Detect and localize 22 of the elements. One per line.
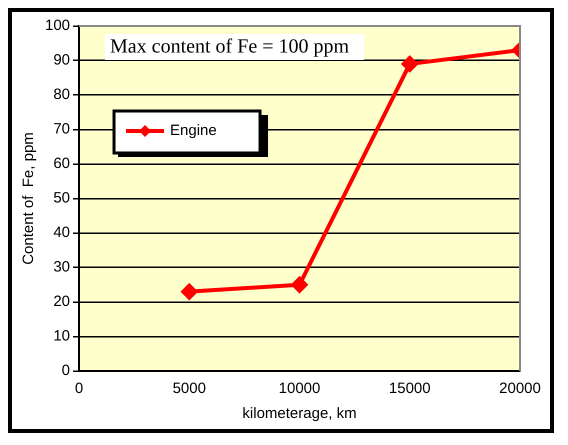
y-axis-title: Content of Fe, ppm <box>20 132 38 265</box>
x-tick-label: 10000 <box>278 380 320 398</box>
x-tick-label: 5000 <box>172 380 206 398</box>
y-tick-label: 100 <box>44 17 70 34</box>
point <box>181 284 198 300</box>
y-tick-label: 40 <box>53 224 70 242</box>
x-axis-title: kilometerage, km <box>242 405 357 422</box>
y-tick-label: 70 <box>53 120 70 138</box>
y-tick-label: 60 <box>53 155 70 172</box>
y-tick-label: 20 <box>53 293 70 310</box>
x-tick-label: 15000 <box>388 380 431 398</box>
legend-label: Engine <box>170 122 217 140</box>
y-tick-label: 10 <box>53 328 70 345</box>
annotation: Max content of Fe = 100 ppm <box>110 35 350 58</box>
y-tick-label: 80 <box>53 86 70 104</box>
y-tick-label: 50 <box>53 190 70 207</box>
x-tick-label: 0 <box>74 380 84 398</box>
y-tick-label: 0 <box>62 362 70 380</box>
x-tick-label: 20000 <box>499 380 541 398</box>
y-tick-label: 30 <box>53 258 70 276</box>
point <box>292 276 308 293</box>
y-tick-label: 90 <box>53 52 70 69</box>
